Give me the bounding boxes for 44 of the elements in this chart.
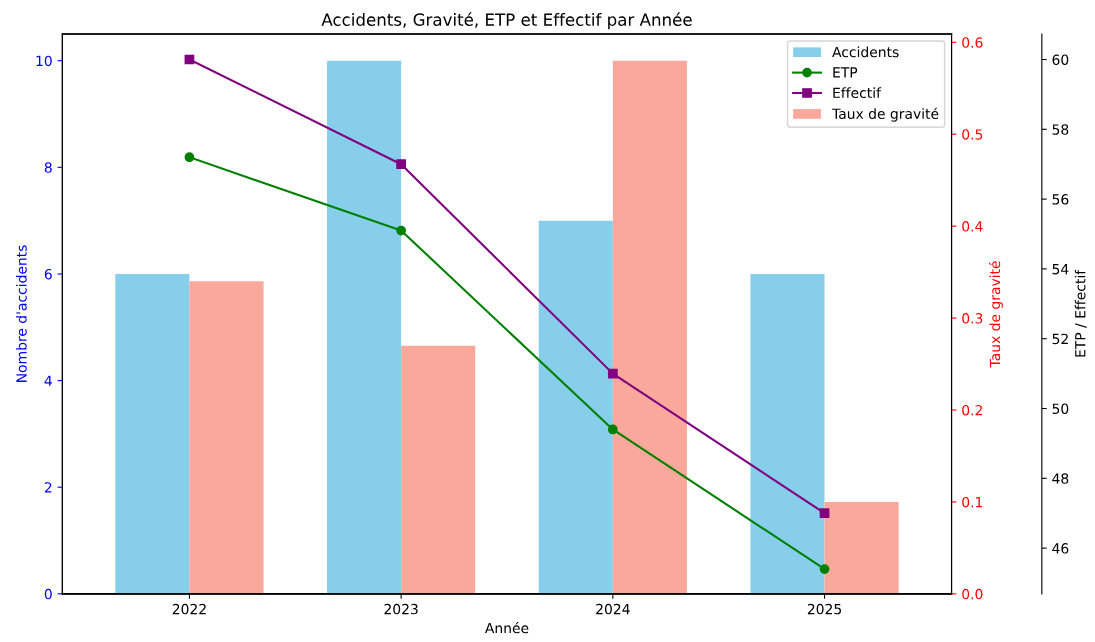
y2-tick-label: 0.3 [962, 313, 983, 324]
legend-label: Taux de gravité [831, 107, 939, 122]
y2-tick-label: 0.4 [962, 221, 983, 232]
y2-tick-label: 0.5 [962, 129, 983, 140]
y3-tick-label: 48 [1052, 473, 1069, 484]
bar [750, 273, 825, 594]
y3-tick-label: 58 [1052, 124, 1069, 135]
x-tick-label: 2024 [596, 603, 630, 615]
legend-label: Effectif [833, 87, 882, 99]
legend-label: ETP [833, 67, 858, 78]
x-tick-label: 2023 [384, 603, 418, 615]
y-tick-label: 8 [44, 162, 52, 173]
y-tick-label: 0 [44, 588, 52, 600]
y-tick-label: 10 [36, 55, 52, 67]
y2-tick-label: 0.2 [962, 404, 982, 416]
x-tick-label: 2022 [172, 603, 206, 615]
y3-tick-label: 56 [1052, 194, 1069, 205]
point [819, 508, 830, 519]
chart-title: Accidents, Gravité, ETP et Effectif par Année [321, 12, 692, 30]
y2-tick-label: 0.1 [962, 496, 983, 508]
y3-tick-label: 46 [1052, 543, 1069, 554]
y3-tick-label: 52 [1052, 333, 1068, 345]
point [607, 424, 618, 435]
bar [824, 501, 899, 594]
y-tick-label: 2 [44, 482, 52, 493]
y3-tick-label: 54 [1052, 264, 1069, 275]
y2-tick-label: 0.6 [962, 37, 983, 48]
y-tick-label: 4 [44, 375, 52, 386]
y3-tick-label: 60 [1052, 54, 1069, 65]
point [819, 564, 830, 574]
bar [327, 60, 402, 594]
x-axis-title: Année [484, 622, 529, 634]
legend-label: Accidents [832, 46, 899, 58]
y3-axis-title: ETP / Effectif [1074, 269, 1087, 357]
y-axis-title: Nombre d'accidents [16, 245, 27, 382]
point [396, 159, 406, 170]
y3-tick-label: 50 [1052, 403, 1069, 414]
point [607, 368, 618, 379]
y-tick-label: 6 [44, 268, 52, 280]
y2-tick-label: 0.0 [962, 588, 983, 600]
x-tick-label: 2025 [807, 603, 841, 615]
point [396, 225, 406, 236]
y2-axis-title: Taux de gravité [988, 261, 1003, 368]
point [184, 152, 195, 163]
